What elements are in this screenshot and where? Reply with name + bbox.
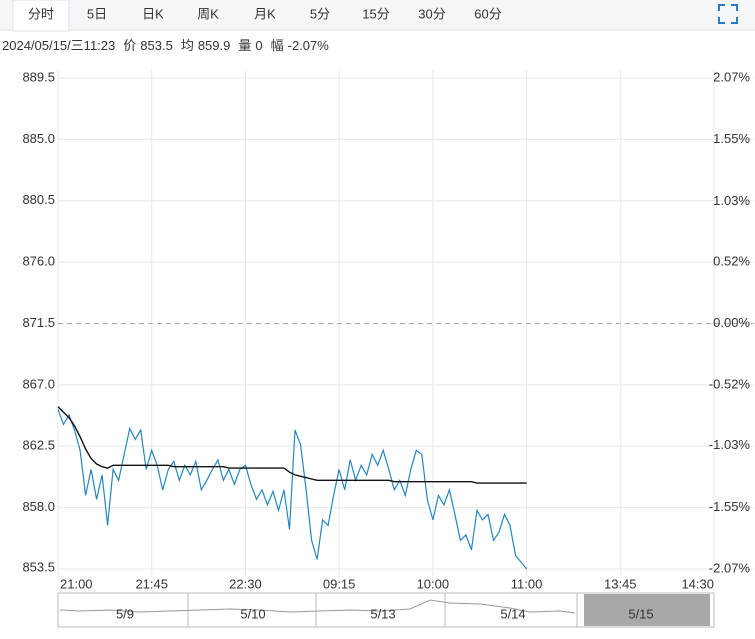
x-tick-label: 21:00 [60, 576, 93, 591]
info-time: 2024/05/15/三11:23 [2, 38, 115, 53]
y-tick-label: 880.5 [22, 192, 55, 207]
navigator-label: 5/15 [628, 606, 653, 621]
info-avg-label: 均 [181, 38, 194, 53]
navigator-dividers [187, 593, 578, 627]
info-price-label: 价 [123, 38, 136, 53]
x-tick-label: 14:30 [681, 576, 714, 591]
fullscreen-icon[interactable] [718, 4, 738, 24]
x-tick-label: 10:00 [417, 576, 450, 591]
active-tab [12, 0, 70, 32]
navigator-label: 5/10 [240, 606, 265, 621]
y2-tick-label: 1.03% [713, 193, 750, 208]
tab[interactable]: 15分 [362, 6, 389, 21]
info-text: 2024/05/15/三11:23 价 853.5 均 859.9 量 0 幅 -2.07% [2, 38, 329, 53]
navigator-label: 5/13 [370, 606, 395, 621]
y-tick-label: 876.0 [22, 254, 55, 269]
navigator-label: 5/14 [500, 606, 525, 621]
info-volume-label: 量 [238, 38, 251, 53]
info-bar: 2024/05/15/三11:23 价 853.5 均 859.9 量 0 幅 -2.07% [2, 38, 329, 53]
y-tick-label: 885.0 [22, 131, 55, 146]
y2-tick-label: -0.52% [709, 377, 751, 392]
x-tick-label: 21:45 [135, 576, 168, 591]
y-tick-label: 867.0 [22, 376, 55, 391]
tab[interactable]: 月K [254, 6, 276, 21]
info-price: 853.5 [140, 38, 173, 53]
y2-tick-label: -1.55% [709, 499, 751, 514]
y2-tick-label: 0.52% [713, 253, 750, 268]
info-volume: 0 [255, 38, 262, 53]
x-tick-label: 09:15 [323, 576, 356, 591]
navigator-selection[interactable] [584, 594, 710, 626]
average-line [57, 406, 527, 484]
tab[interactable]: 日K [142, 6, 164, 21]
y2-tick-label: -2.07% [709, 560, 751, 575]
y-tick-label: 889.5 [22, 69, 55, 84]
tab[interactable]: 60分 [474, 6, 501, 21]
y2-tick-label: 1.55% [713, 131, 750, 146]
info-change-label: 幅 [271, 38, 284, 53]
tab-bar [0, 0, 755, 30]
tab[interactable]: 30分 [418, 6, 445, 21]
y2-tick-label: 2.07% [713, 69, 750, 84]
tab[interactable]: 周K [197, 6, 219, 21]
navigator-label: 5/9 [116, 606, 134, 621]
y-tick-label: 858.0 [22, 499, 55, 514]
tab[interactable]: 分时 [28, 6, 54, 21]
x-tick-label: 11:00 [511, 576, 543, 591]
navigator-line [59, 599, 576, 614]
y2-tick-label: 0.00% [713, 315, 750, 330]
x-tick-label: 22:30 [229, 576, 262, 591]
y2-tick-label: -1.03% [709, 437, 751, 452]
x-tick-label: 13:45 [604, 576, 637, 591]
info-change: -2.07% [288, 38, 330, 53]
y-tick-label: 853.5 [22, 559, 55, 574]
y-tick-label: 862.5 [22, 438, 55, 453]
y-tick-label: 871.5 [22, 315, 55, 330]
price-line [57, 409, 528, 570]
info-avg: 859.9 [198, 38, 231, 53]
tab[interactable]: 5分 [310, 6, 330, 21]
tab[interactable]: 5日 [87, 6, 107, 21]
